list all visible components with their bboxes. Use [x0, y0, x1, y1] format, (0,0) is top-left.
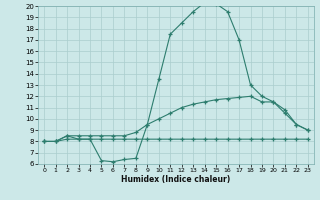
X-axis label: Humidex (Indice chaleur): Humidex (Indice chaleur) — [121, 175, 231, 184]
